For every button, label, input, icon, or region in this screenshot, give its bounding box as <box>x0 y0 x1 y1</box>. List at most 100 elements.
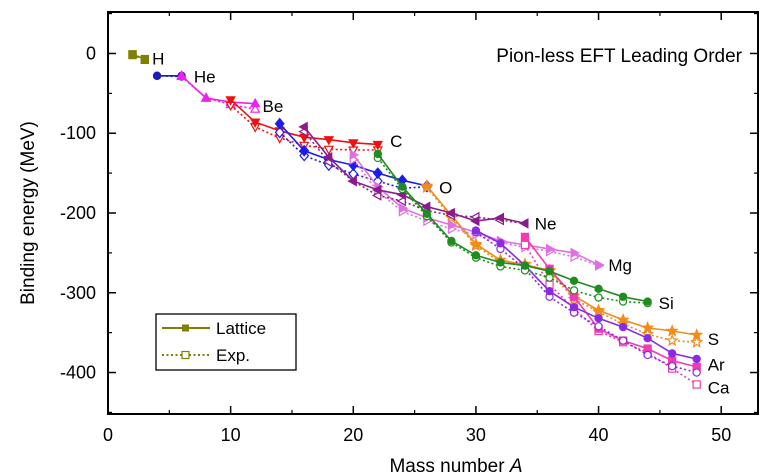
series-be-lattice-point <box>176 69 187 80</box>
series-ne-exp-point <box>396 195 406 207</box>
series-h-lattice-point <box>128 50 137 59</box>
series-o-lattice-point <box>592 303 606 316</box>
series-si <box>373 149 652 308</box>
series-si-lattice-point <box>398 182 407 191</box>
series-o-lattice-line <box>426 185 697 336</box>
x-axis-title-text: Mass number <box>389 456 505 476</box>
series-si-lattice-point <box>594 284 603 293</box>
series-o-lattice-point <box>616 313 630 326</box>
series-si-lattice-point <box>422 209 432 218</box>
axes-layer: 0 10 20 30 40 50 0 -100 -200 -300 -400 <box>60 12 758 445</box>
series-c-lattice-point <box>249 118 261 128</box>
series-mg-exp-point <box>667 361 677 371</box>
series-mg-lattice-point <box>667 349 677 358</box>
series-mg <box>471 226 701 377</box>
series-f-lattice-point <box>447 219 458 231</box>
series-ne-lattice-point <box>322 151 333 163</box>
x-tick-label: 30 <box>466 425 486 445</box>
series-o-exp-point <box>665 333 679 347</box>
series-mg-lattice-line <box>475 229 697 360</box>
series-ne <box>298 121 529 229</box>
series-ne-lattice-point <box>470 215 480 227</box>
series-n-lattice-point <box>274 117 285 130</box>
series-f-lattice-point <box>398 202 409 214</box>
x-tick-label: 10 <box>221 425 241 445</box>
series-ne-lattice-point <box>371 184 382 196</box>
series-be-exp-line <box>181 75 256 111</box>
series-mg-lattice-point <box>692 354 701 364</box>
series-be-lattice-point <box>200 92 212 102</box>
series-mg-exp-point <box>594 322 603 331</box>
series-ne-lattice-point <box>445 207 455 219</box>
x-tick-label: 20 <box>343 425 363 445</box>
series-label-he: He <box>194 68 216 87</box>
series-si-exp-point <box>569 286 579 295</box>
series-na-exp-line <box>524 244 698 386</box>
series-h <box>128 50 149 65</box>
series-be <box>176 69 261 113</box>
series-o-lattice-point <box>469 237 483 250</box>
series-label-h: H <box>152 49 164 68</box>
series-label-si: Si <box>659 294 674 313</box>
series-si-lattice-point <box>471 251 481 260</box>
series-n-exp-point <box>274 126 285 139</box>
series-ne-lattice-point <box>519 218 529 229</box>
y-tick-label: 0 <box>86 43 96 63</box>
series-n-lattice-point <box>372 167 383 180</box>
y-tick-label: -200 <box>60 203 96 223</box>
series-be-lattice-line <box>181 75 256 105</box>
series-mg-lattice-point <box>569 302 579 312</box>
series-si-lattice-point <box>447 236 456 246</box>
series-f-lattice-point <box>349 149 360 161</box>
x-tick-label: 0 <box>103 425 113 445</box>
series-f-lattice-point <box>594 259 605 271</box>
series-f-lattice-point <box>545 243 556 255</box>
series-mg-lattice-point <box>643 334 652 343</box>
labels-layer: H He Be C O Ne Mg Si S Ar Ca <box>152 49 730 397</box>
series-layer <box>128 50 704 389</box>
series-be-exp-point <box>249 103 261 113</box>
legend-exp-marker <box>181 350 190 360</box>
series-si-lattice-point <box>373 149 382 159</box>
series-label-mg: Mg <box>608 256 632 275</box>
series-c-lattice-point <box>225 96 236 106</box>
y-tick-label: -300 <box>60 283 96 303</box>
series-si-lattice-point <box>496 258 505 267</box>
series-na-lattice-point <box>520 232 530 242</box>
series-c-lattice-point <box>372 140 384 151</box>
series-label-ca: Ca <box>708 379 730 398</box>
series-na-exp-point <box>520 240 530 250</box>
series-n-lattice-point <box>299 144 310 157</box>
chart-title: Pion-less EFT Leading Order <box>496 46 742 67</box>
series-si-lattice-point <box>545 267 554 276</box>
series-si-exp-line <box>377 157 648 304</box>
plot-frame <box>107 11 759 415</box>
series-label-ne: Ne <box>535 214 557 233</box>
series-ne-exp-line <box>303 131 526 225</box>
x-axis-title-var: A <box>509 456 523 476</box>
series-o-lattice-point <box>690 328 704 341</box>
series-si-exp-point <box>594 293 603 302</box>
series-h-lattice-point <box>140 54 149 64</box>
series-si-lattice-point <box>520 261 530 270</box>
series-label-c: C <box>390 132 402 151</box>
series-mg-exp-point <box>618 336 628 345</box>
legend-exp-label: Exp. <box>216 346 250 365</box>
series-si-lattice-point <box>618 292 628 301</box>
legend: Lattice Exp. <box>155 313 297 371</box>
series-f-exp-line <box>352 159 599 267</box>
series-f-lattice-point <box>570 247 580 259</box>
series-c-exp-point <box>323 145 335 156</box>
series-si-lattice-point <box>643 297 652 306</box>
series-c-lattice-point <box>348 139 359 149</box>
series-ne-lattice-point <box>494 212 504 224</box>
y-tick-label: -100 <box>60 123 96 143</box>
legend-lattice-marker <box>182 324 189 332</box>
series-mg-exp-point <box>643 350 652 360</box>
series-mg-lattice-point <box>496 239 505 248</box>
series-ne-lattice-point <box>298 121 308 133</box>
series-ne-lattice-point <box>347 175 357 187</box>
legend-lattice-label: Lattice <box>216 319 266 338</box>
series-mg-lattice-point <box>594 314 603 323</box>
